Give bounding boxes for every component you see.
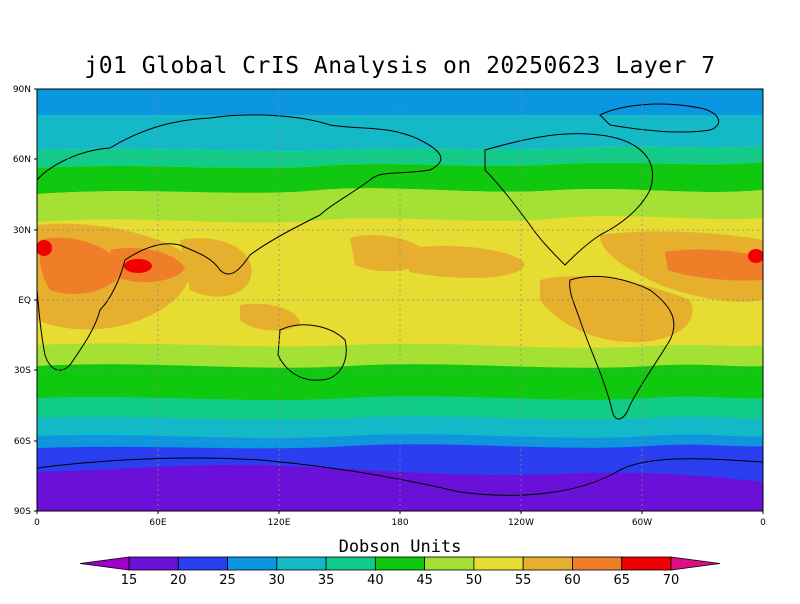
colorbar-swatch (473, 556, 524, 571)
colorbar-swatch (522, 556, 573, 571)
lon-label-0-right: 0 (760, 518, 766, 528)
colorbar-level-label: 65 (613, 573, 630, 588)
lat-label-90s: 90S (14, 507, 31, 517)
colorbar-swatch (227, 556, 278, 571)
colorbar-units-label: Dobson Units (338, 537, 462, 557)
lon-label-180: 180 (391, 518, 408, 528)
colorbar-level-label: 45 (416, 573, 433, 588)
australia-outline (277, 324, 347, 381)
colorbar-level-label: 30 (269, 573, 286, 588)
coastlines (37, 103, 763, 496)
lon-label-60e: 60E (149, 518, 166, 528)
band-antarctic (37, 464, 763, 511)
lat-label-30n: 30N (13, 226, 31, 236)
lon-label-120e: 120E (268, 518, 291, 528)
hotspot-maritime (240, 303, 300, 331)
north-america-outline (484, 133, 654, 266)
antarctica-outline (37, 457, 763, 496)
lon-tick-labels: 0 60E 120E 180 120W 60W 0 (34, 518, 766, 528)
colorbar-level-label: 60 (564, 573, 581, 588)
lon-label-120w: 120W (508, 518, 534, 528)
hotspot-pacific-2 (400, 245, 525, 278)
colorbar-swatch (325, 556, 376, 571)
colorbar-swatch (177, 556, 228, 571)
colorbar-swatch (572, 556, 623, 571)
lat-label-60s: 60S (14, 437, 31, 447)
colorbar-level-label: 35 (318, 573, 335, 588)
hot-sahara (39, 237, 125, 294)
lon-label-60w: 60W (632, 518, 652, 528)
colorbar-level-label: 70 (663, 573, 680, 588)
colorbar-swatch (128, 556, 179, 571)
hot-atlantic (665, 249, 763, 281)
lat-label-60n: 60N (13, 155, 31, 165)
colorbar: 15 20 25 30 35 40 45 50 55 60 65 70 (79, 556, 721, 588)
eurasia-africa-outline (37, 114, 442, 371)
colorbar-level-label: 15 (121, 573, 138, 588)
peak-arabia (124, 259, 152, 273)
colorbar-high-arrow (670, 556, 721, 571)
map-title: j01 Global CrIS Analysis on 20250623 Lay… (84, 53, 716, 79)
band-50n (37, 162, 763, 194)
lat-tick-labels: 90N 60N 30N EQ 30S 60S 90S (13, 85, 31, 517)
greenland-arctic-outline (599, 103, 720, 133)
lat-label-30s: 30S (14, 366, 31, 376)
lat-label-eq: EQ (18, 296, 31, 306)
colorbar-level-label: 55 (515, 573, 532, 588)
colorbar-swatch (621, 556, 672, 571)
colorbar-level-label: 50 (466, 573, 483, 588)
hotspot-south-america (540, 276, 693, 343)
colorbar-swatch (276, 556, 327, 571)
south-america-outline (569, 275, 675, 420)
peak-sahara (37, 240, 52, 256)
lon-label-0-left: 0 (34, 518, 40, 528)
colorbar-swatch (424, 556, 475, 571)
colorbar-level-label: 20 (170, 573, 187, 588)
colorbar-level-label: 25 (219, 573, 236, 588)
lat-label-90n: 90N (13, 85, 31, 95)
band-60n (37, 146, 763, 168)
colorbar-swatch (374, 556, 426, 571)
colorbar-low-arrow (79, 556, 130, 571)
colorbar-level-label: 40 (367, 573, 384, 588)
peak-atlantic (748, 249, 763, 263)
tick-marks (34, 88, 764, 514)
band-arctic (37, 89, 763, 115)
graticule (37, 89, 763, 511)
